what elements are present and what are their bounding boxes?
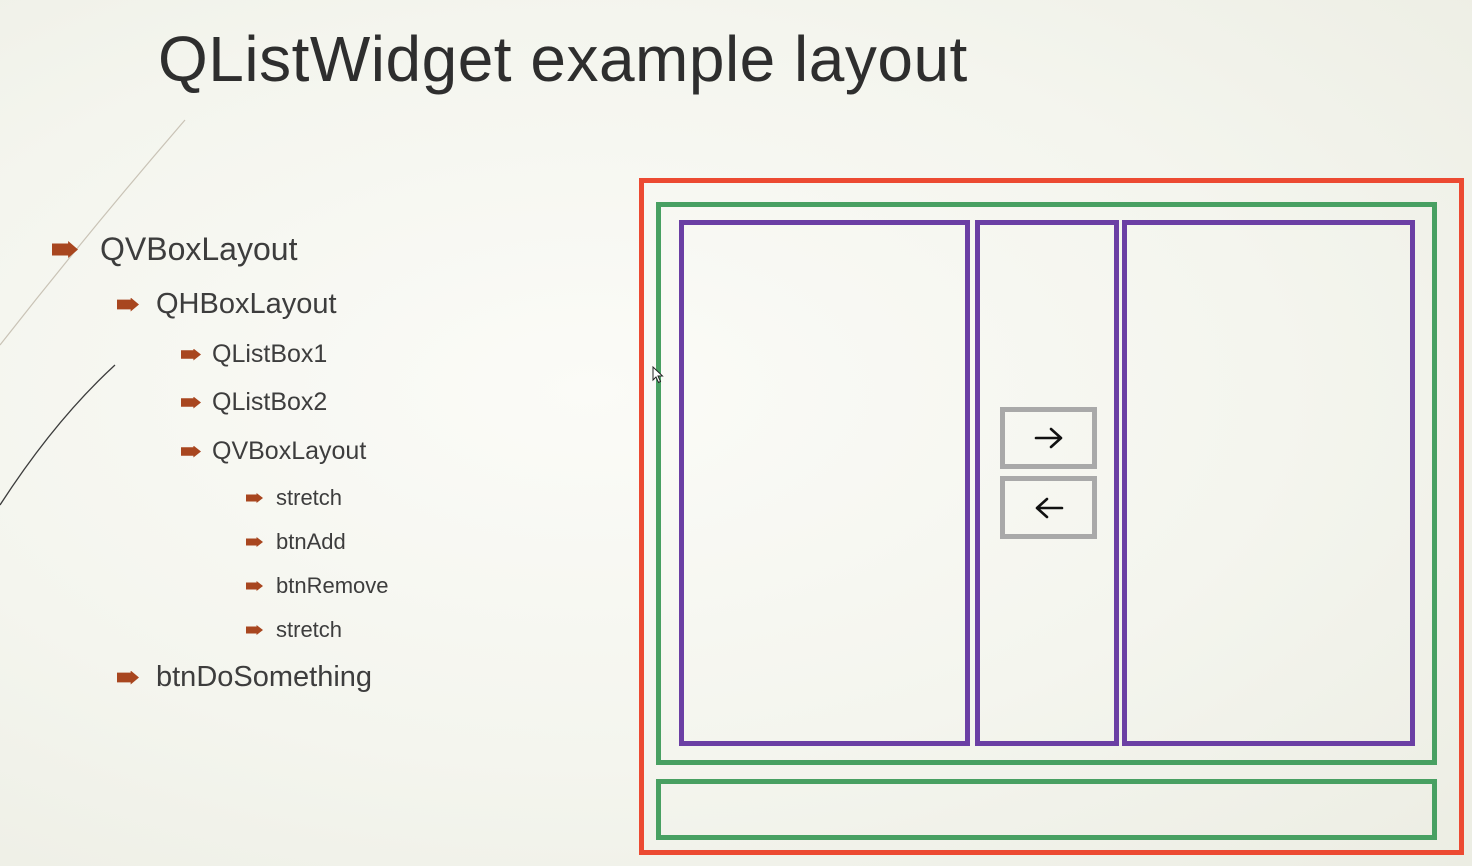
bullet-arrow-icon [117, 670, 139, 685]
outline-item-label: stretch [276, 617, 343, 642]
outline-item-label: QListBox2 [212, 388, 328, 416]
outline-item-stretch-bottom: stretch [246, 617, 342, 643]
bullet-arrow-icon [52, 241, 78, 258]
outline-item-btnremove: btnRemove [246, 573, 389, 599]
outline-item-qvboxlayout-inner: QVBoxLayout [181, 437, 366, 466]
do-something-button-frame [656, 779, 1437, 840]
outline-item-qlistbox2: QListBox2 [181, 388, 327, 417]
outline-item-label: btnAdd [276, 529, 346, 554]
bullet-arrow-icon [246, 537, 263, 547]
bullet-arrow-icon [246, 581, 263, 591]
outline-item-btnadd: btnAdd [246, 529, 346, 555]
outline-item-qvboxlayout: QVBoxLayout [52, 231, 297, 268]
outline-item-label: btnRemove [276, 573, 389, 598]
bullet-arrow-icon [181, 445, 201, 458]
outline-item-qlistbox1: QListBox1 [181, 340, 327, 369]
bullet-arrow-icon [181, 348, 201, 361]
list-box-2 [1122, 220, 1415, 746]
arrow-left-icon [1035, 497, 1063, 518]
arrow-right-icon [1034, 427, 1062, 449]
remove-button[interactable] [1000, 476, 1097, 539]
outline-item-label: QVBoxLayout [100, 231, 298, 267]
outline-item-btndosomething: btnDoSomething [117, 661, 372, 694]
outline-item-stretch-top: stretch [246, 485, 342, 511]
bullet-arrow-icon [181, 396, 201, 409]
slide-title: QListWidget example layout [158, 23, 968, 95]
bullet-arrow-icon [117, 297, 139, 312]
add-button[interactable] [1000, 407, 1097, 469]
outline-item-label: btnDoSomething [156, 661, 373, 693]
outline-item-label: stretch [276, 485, 343, 510]
bullet-arrow-icon [246, 625, 263, 635]
mouse-cursor-icon [652, 366, 664, 384]
outline-item-label: QVBoxLayout [212, 437, 367, 465]
outline-item-label: QListBox1 [212, 340, 328, 368]
bullet-arrow-icon [246, 493, 263, 503]
list-box-1 [679, 220, 970, 746]
outline-item-label: QHBoxLayout [156, 288, 337, 320]
outline-item-qhboxlayout: QHBoxLayout [117, 288, 337, 321]
layout-outline: QVBoxLayout QHBoxLayout QListBox1 QListB… [0, 0, 620, 866]
